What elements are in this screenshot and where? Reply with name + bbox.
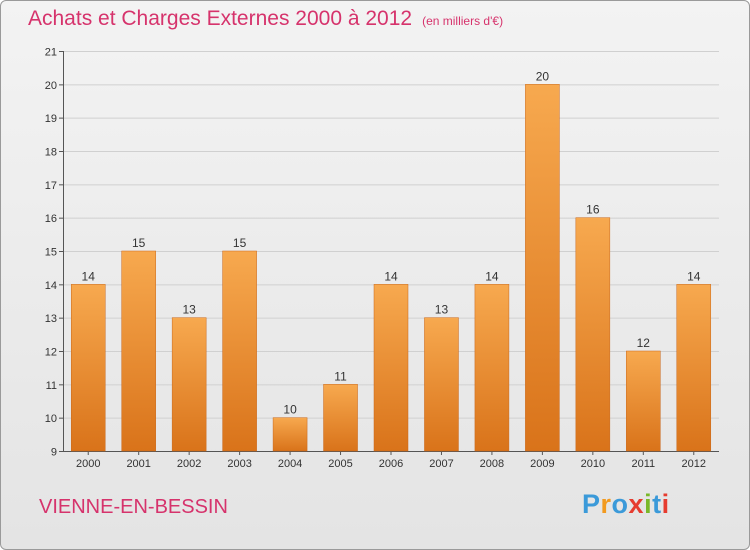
x-tick-label: 2006 xyxy=(379,458,403,470)
bar-2007 xyxy=(424,317,459,452)
bar-2006 xyxy=(373,284,409,452)
value-label: 16 xyxy=(586,203,600,217)
x-tick-label: 2008 xyxy=(480,458,504,470)
x-tick-label: 2003 xyxy=(227,458,251,470)
y-tick-label: 20 xyxy=(45,80,57,92)
bar-2001 xyxy=(121,250,156,452)
y-tick-label: 12 xyxy=(45,347,57,359)
x-tick-label: 2000 xyxy=(76,458,100,470)
y-tick-label: 14 xyxy=(45,280,57,292)
value-label: 15 xyxy=(233,236,247,250)
logo-letter: o xyxy=(611,489,629,519)
y-tick-label: 21 xyxy=(45,47,57,59)
logo-letter: P xyxy=(582,489,601,519)
y-tick-label: 9 xyxy=(51,447,57,459)
bar-2002 xyxy=(171,317,207,452)
proxiti-logo: Proxiti xyxy=(582,489,670,520)
logo-letter: t xyxy=(652,489,662,519)
x-tick-label: 2009 xyxy=(530,458,554,470)
value-label: 15 xyxy=(132,236,146,250)
value-label: 10 xyxy=(283,403,297,417)
x-tick-label: 2012 xyxy=(682,458,706,470)
value-label: 14 xyxy=(82,269,96,283)
chart-title-text: Achats et Charges Externes 2000 à 2012 xyxy=(28,7,413,30)
bar-2003 xyxy=(222,250,257,452)
logo-letter: r xyxy=(600,489,612,519)
x-tick-label: 2001 xyxy=(126,458,150,470)
value-label: 14 xyxy=(384,269,398,283)
y-tick-label: 15 xyxy=(45,247,57,259)
labels: 2000 14 2001 15 2002 13 2003 15 2004 10 2005 11 2006… xyxy=(76,69,706,470)
logo-letter: i xyxy=(644,489,653,519)
value-label: 14 xyxy=(687,269,701,283)
value-label: 13 xyxy=(435,303,449,317)
x-tick-label: 2007 xyxy=(429,458,453,470)
y-tick-label: 19 xyxy=(45,113,57,125)
commune-name: VIENNE-EN-BESSIN xyxy=(39,496,228,518)
bar-2009 xyxy=(525,84,560,452)
y-tick-label: 13 xyxy=(45,313,57,325)
y-tick-label: 18 xyxy=(45,147,57,159)
logo-letter: x xyxy=(628,489,645,519)
value-label: 13 xyxy=(182,303,196,317)
bar-2012 xyxy=(676,284,712,452)
chart-subtitle: (en milliers d'€) xyxy=(422,14,504,28)
x-tick-label: 2002 xyxy=(177,458,201,470)
x-tick-label: 2011 xyxy=(631,458,655,470)
x-tick-label: 2010 xyxy=(581,458,605,470)
y-tick-label: 10 xyxy=(45,413,57,425)
value-label: 14 xyxy=(485,269,499,283)
y-tick-label: 16 xyxy=(45,213,57,225)
y-tick-label: 17 xyxy=(45,180,57,192)
x-tick-label: 2004 xyxy=(278,458,302,470)
value-label: 11 xyxy=(334,369,347,383)
bar-2004 xyxy=(272,417,308,452)
value-label: 12 xyxy=(637,336,651,350)
value-label: 20 xyxy=(536,69,550,83)
bar-2005 xyxy=(323,384,358,452)
bar-2008 xyxy=(474,284,510,452)
y-tick-label: 11 xyxy=(46,380,57,392)
logo-letter: i xyxy=(661,489,670,519)
bars xyxy=(70,84,712,452)
chart-title: Achats et Charges Externes 2000 à 2012 (e… xyxy=(28,7,503,31)
bar-2011 xyxy=(626,350,661,452)
bar-2000 xyxy=(70,284,106,452)
axes: 9 10 11 12 13 14 15 16 17 18 19 20 21 xyxy=(45,47,719,459)
bar-2010 xyxy=(575,217,611,452)
x-tick-label: 2005 xyxy=(328,458,352,470)
